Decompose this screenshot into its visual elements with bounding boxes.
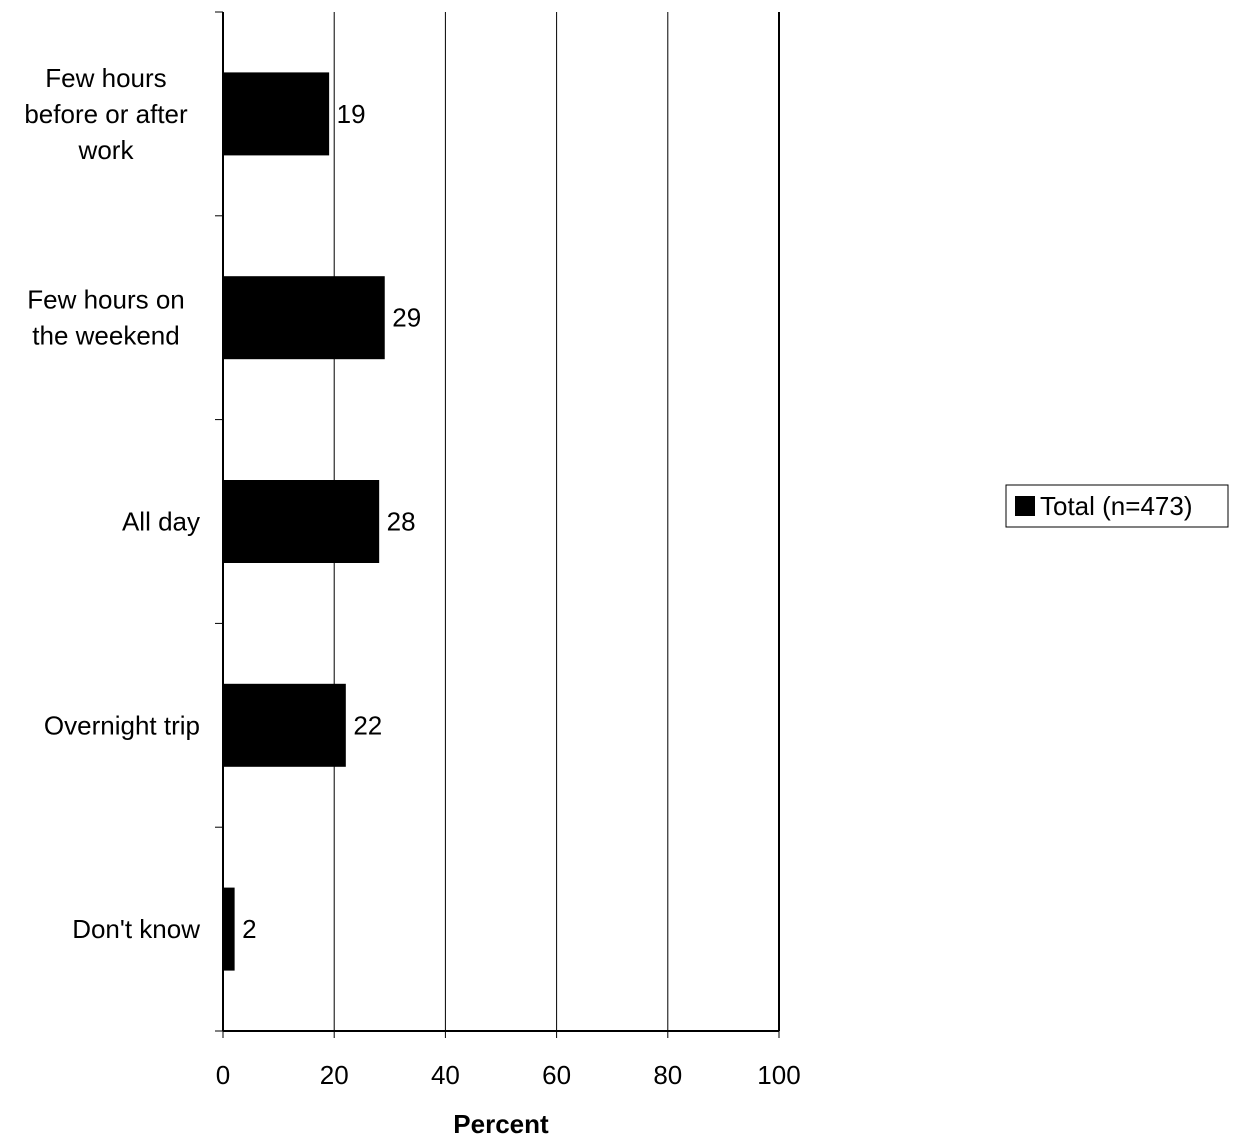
category-label-line: before or after — [24, 99, 188, 129]
category-label-line: Few hours — [45, 63, 166, 93]
bars — [222, 72, 385, 971]
data-label: 28 — [387, 507, 416, 537]
x-axis-title: Percent — [453, 1109, 549, 1138]
x-tick-labels: 0 20 40 60 80 100 — [216, 1060, 801, 1090]
category-label: Don't know — [72, 914, 200, 944]
category-label-line: the weekend — [32, 321, 179, 351]
category-label-line: All day — [122, 507, 200, 537]
bar — [222, 683, 346, 767]
bar — [222, 887, 235, 971]
bar — [222, 276, 385, 360]
category-label: Few hours before or after work — [24, 63, 188, 165]
bar — [222, 72, 330, 156]
legend: Total (n=473) — [1005, 484, 1229, 528]
plot-frame — [222, 12, 780, 1038]
y-axis-ticks — [215, 11, 223, 1032]
data-label: 2 — [242, 914, 256, 944]
legend-box — [1005, 484, 1229, 528]
category-label-line: Overnight trip — [44, 710, 200, 740]
category-label-line: work — [78, 135, 135, 165]
bar — [222, 480, 380, 563]
gridlines — [333, 12, 669, 1031]
data-label: 22 — [353, 710, 382, 740]
data-label: 19 — [337, 99, 366, 129]
data-label: 29 — [392, 303, 421, 333]
legend-label: Total (n=473) — [1040, 491, 1192, 521]
category-labels: Few hours before or after work Few hours on… — [24, 63, 200, 944]
legend-swatch — [1015, 496, 1035, 516]
x-tick-label: 100 — [757, 1060, 800, 1090]
x-tick-label: 40 — [431, 1060, 460, 1090]
category-label-line: Few hours on — [27, 285, 185, 315]
x-tick-label: 80 — [653, 1060, 682, 1090]
x-tick-label: 20 — [320, 1060, 349, 1090]
category-label: All day — [122, 507, 200, 537]
x-tick-label: 0 — [216, 1060, 230, 1090]
category-label: Overnight trip — [44, 710, 200, 740]
x-tick-label: 60 — [542, 1060, 571, 1090]
category-label: Few hours on the weekend — [27, 285, 185, 351]
category-label-line: Don't know — [72, 914, 200, 944]
